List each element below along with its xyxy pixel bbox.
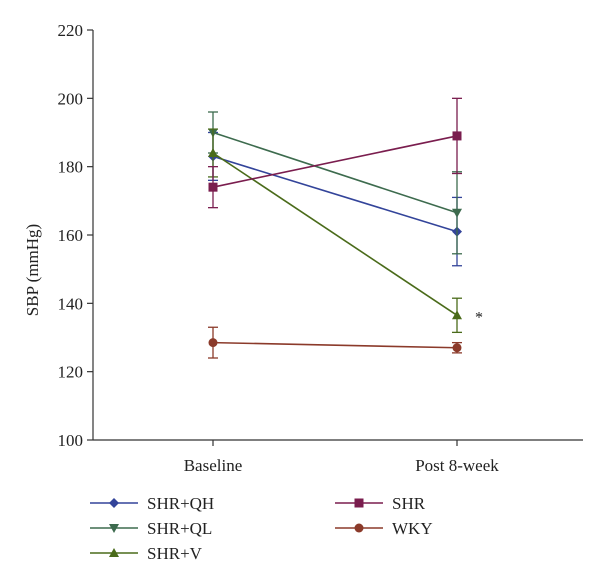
- series-shr-qh: [208, 131, 462, 267]
- legend-label: SHR+QH: [147, 494, 214, 513]
- y-tick-label: 100: [58, 431, 84, 450]
- series-line: [212, 155, 458, 233]
- y-axis-title: SBP (mmHg): [23, 224, 42, 316]
- y-tick-label: 220: [58, 21, 84, 40]
- legend-marker: [109, 548, 119, 557]
- legend-item: SHR: [335, 494, 426, 513]
- x-tick-label: Baseline: [184, 456, 243, 475]
- y-tick-label: 200: [58, 89, 84, 108]
- legend-marker: [109, 498, 119, 508]
- series-wky: [208, 326, 462, 359]
- data-point: [208, 182, 218, 192]
- data-point: [208, 148, 218, 157]
- y-tick-label: 180: [58, 158, 84, 177]
- series-line: [212, 152, 458, 316]
- series-shr-v: [208, 128, 462, 334]
- axes: 100 120 140 160 180 200 220 Baseline Post 8-week: [58, 21, 583, 475]
- series-layer: *: [208, 97, 483, 359]
- series-line: [212, 135, 458, 188]
- series-shr: [208, 97, 462, 209]
- series-shr-ql: [208, 111, 462, 255]
- data-point: [452, 208, 462, 218]
- y-tick-label: 160: [58, 226, 84, 245]
- significance-annotation: *: [475, 309, 483, 326]
- series-line: [212, 341, 458, 349]
- legend-item: SHR+QH: [90, 494, 214, 513]
- legend-label: SHR+QL: [147, 519, 212, 538]
- data-point: [452, 310, 462, 320]
- data-point: [452, 131, 462, 141]
- data-point: [452, 343, 462, 353]
- x-tick-label: Post 8-week: [415, 456, 499, 475]
- series-line: [212, 131, 458, 214]
- legend-label: WKY: [392, 519, 433, 538]
- legend-marker: [109, 524, 119, 533]
- legend-label: SHR: [392, 494, 426, 513]
- legend-item: SHR+QL: [90, 519, 212, 538]
- legend-marker: [354, 498, 364, 508]
- legend-label: SHR+V: [147, 544, 203, 563]
- legend: SHR+QH SHR+QL SHR+V SHR WKY: [90, 494, 433, 563]
- data-point: [208, 338, 218, 348]
- legend-marker: [354, 523, 364, 533]
- legend-item: SHR+V: [90, 544, 203, 563]
- y-tick-label: 140: [58, 294, 84, 313]
- legend-item: WKY: [335, 519, 433, 538]
- y-tick-label: 120: [58, 363, 84, 382]
